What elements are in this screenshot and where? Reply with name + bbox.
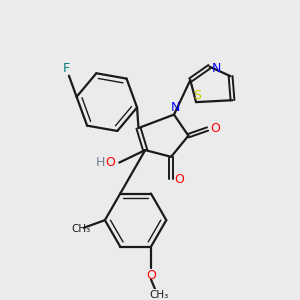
Text: O: O [146,269,156,282]
Text: CH₃: CH₃ [149,290,168,300]
Text: F: F [62,62,70,76]
Text: S: S [193,89,201,102]
Text: O: O [210,122,220,134]
Text: O: O [174,173,184,186]
Text: CH₃: CH₃ [71,224,91,234]
Text: H: H [95,156,105,169]
Text: O: O [105,156,115,169]
Text: N: N [170,101,180,114]
Text: N: N [212,62,221,75]
